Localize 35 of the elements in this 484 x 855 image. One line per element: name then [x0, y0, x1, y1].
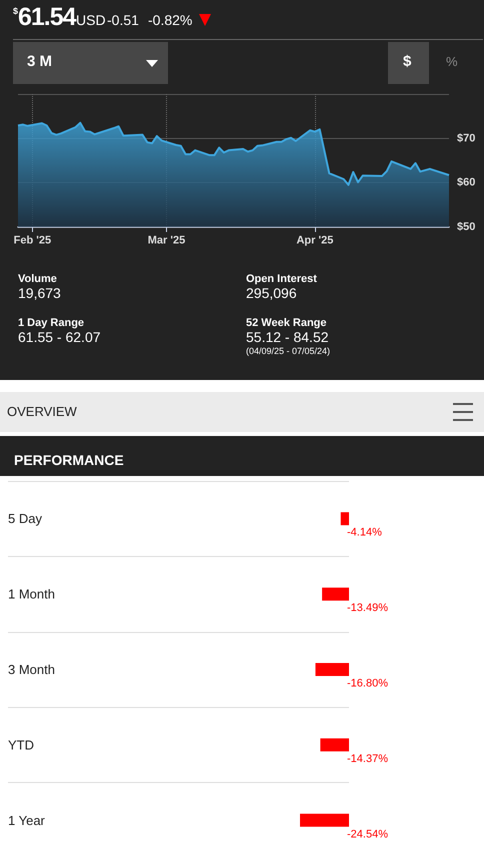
text: 295,096	[246, 285, 297, 301]
text: $	[403, 53, 412, 70]
text: 61.55 - 62.07	[18, 329, 101, 345]
y-tick-label: 1 Year	[8, 812, 46, 828]
y-tick-label: $70	[457, 132, 476, 144]
data-label: -4.14%	[347, 526, 382, 539]
text: 1 Day Range	[18, 317, 84, 329]
text: -0.51	[107, 12, 139, 28]
text: OVERVIEW	[7, 404, 77, 419]
text: USD	[76, 12, 106, 28]
text: -0.82%	[148, 12, 192, 28]
y-tick-label: $60	[457, 176, 476, 189]
text: 61.54	[18, 3, 76, 31]
text: %	[446, 54, 458, 69]
text: $	[13, 6, 18, 16]
y-tick-label: YTD	[8, 737, 34, 752]
text: 55.12 - 84.52	[246, 329, 329, 345]
x-tick-label: Apr '25	[296, 234, 334, 246]
y-tick-label: 3 Month	[8, 662, 55, 677]
data-label: -16.80%	[347, 678, 388, 690]
data-label: -24.54%	[347, 828, 388, 840]
text: (04/09/25 - 07/05/24)	[246, 346, 330, 356]
text: 3 M	[27, 53, 52, 70]
text: Open Interest	[246, 273, 317, 285]
x-tick-label: Mar '25	[148, 234, 186, 246]
data-label: -14.37%	[347, 752, 388, 765]
text: PERFORMANCE	[14, 452, 124, 468]
x-tick-label: Feb '25	[14, 234, 52, 246]
text: 19,673	[18, 285, 61, 301]
text: Volume	[18, 273, 57, 285]
data-label: -13.49%	[347, 602, 388, 614]
text: 52 Week Range	[246, 317, 327, 329]
y-tick-label: 5 Day	[8, 511, 42, 526]
y-tick-label: $50	[457, 221, 476, 233]
y-tick-label: 1 Month	[8, 586, 55, 602]
